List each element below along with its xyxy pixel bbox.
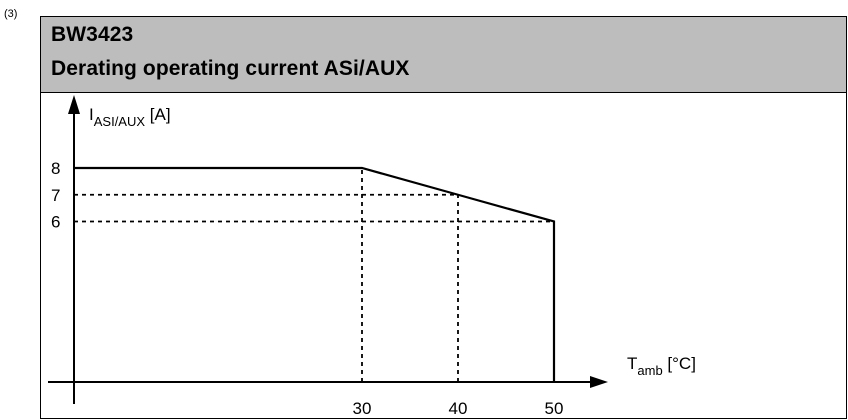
x-axis-arrow — [590, 376, 608, 388]
chart-subtitle: Derating operating current ASi/AUX — [51, 57, 410, 80]
y-axis-label: IASI/AUX [A] — [89, 105, 171, 129]
data-point — [553, 220, 555, 223]
derating-curve — [74, 166, 556, 382]
data-point — [73, 167, 75, 169]
x-axis-label: Tamb [°C] — [627, 354, 696, 378]
data-point — [553, 381, 555, 383]
y-axis-arrow — [68, 95, 80, 114]
data-point — [457, 193, 459, 196]
x-tick-label: 40 — [449, 399, 468, 418]
chart-frame: BW3423 Derating operating current ASi/AU… — [40, 16, 847, 419]
footnote-marker: (3) — [4, 8, 18, 20]
chart-header: BW3423 Derating operating current ASi/AU… — [41, 17, 846, 93]
x-tick-label: 50 — [545, 399, 564, 418]
y-tick-label: 6 — [51, 213, 60, 232]
x-tick-label: 30 — [353, 399, 372, 418]
data-point — [361, 167, 363, 169]
y-tick-label: 7 — [51, 186, 60, 205]
chart-title: BW3423 — [51, 23, 134, 46]
y-tick-label: 8 — [51, 159, 60, 178]
